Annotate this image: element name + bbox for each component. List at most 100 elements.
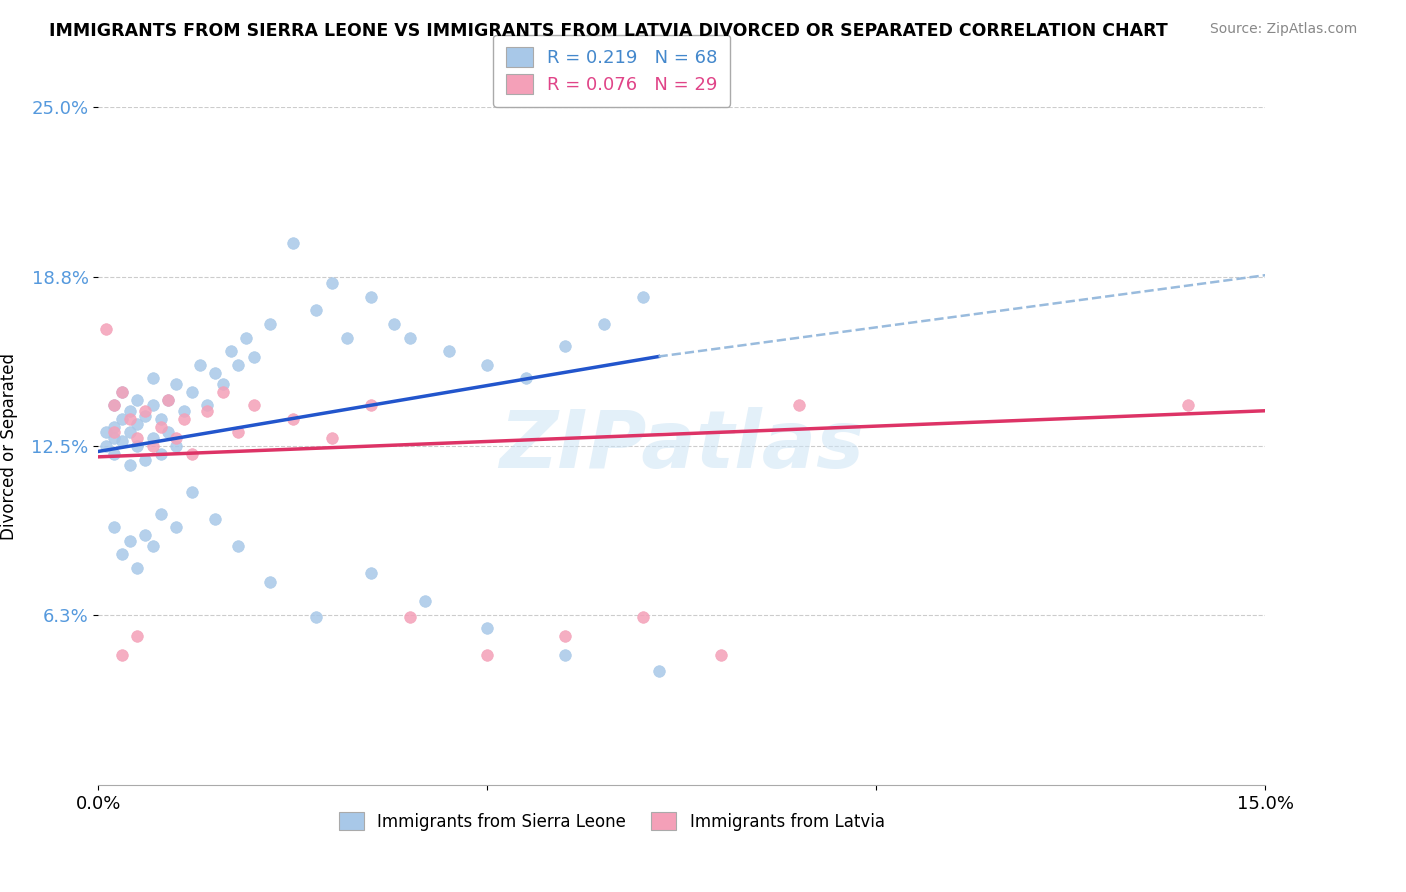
Point (149, 412, 172, 426)
Point (96, 322, 118, 336)
Text: IMMIGRANTS FROM SIERRA LEONE VS IMMIGRANTS FROM LATVIA DIVORCED OR SEPARATED COR: IMMIGRANTS FROM SIERRA LEONE VS IMMIGRAN… (49, 22, 1168, 40)
Point (149, 447, 172, 461)
Point (165, 431, 187, 445)
Point (180, 384, 202, 399)
Point (228, 425, 250, 440)
Point (142, 398, 165, 412)
Point (173, 412, 195, 426)
Point (103, 425, 125, 440)
Point (554, 629, 576, 643)
Point (787, 398, 810, 412)
Point (165, 376, 187, 391)
Point (321, 277, 343, 291)
Point (103, 520, 125, 534)
Point (173, 403, 195, 417)
Point (398, 330, 420, 344)
Point (165, 520, 187, 534)
Point (243, 398, 266, 412)
Point (204, 366, 226, 380)
Point (281, 412, 304, 426)
Point (360, 566, 382, 581)
Point (305, 303, 328, 318)
Point (134, 528, 156, 542)
Point (111, 384, 134, 399)
Point (305, 610, 328, 624)
Text: Source: ZipAtlas.com: Source: ZipAtlas.com (1209, 22, 1357, 37)
Point (149, 420, 172, 434)
Point (111, 434, 134, 448)
Point (127, 439, 149, 453)
Point (134, 452, 156, 467)
Point (437, 344, 460, 359)
Point (360, 398, 382, 412)
Point (259, 317, 281, 331)
Point (398, 610, 420, 624)
Point (142, 371, 165, 385)
Point (142, 539, 165, 553)
Text: ZIPatlas: ZIPatlas (499, 407, 865, 485)
Point (228, 539, 250, 553)
Point (259, 574, 281, 589)
Point (212, 376, 235, 391)
Point (111, 648, 134, 662)
Point (1177, 398, 1199, 412)
Point (157, 392, 180, 407)
Point (515, 371, 537, 385)
Point (631, 610, 654, 624)
Point (593, 317, 616, 331)
Point (118, 412, 141, 426)
Point (127, 392, 149, 407)
Point (710, 648, 733, 662)
Point (195, 398, 218, 412)
Point (157, 425, 180, 440)
Point (134, 403, 156, 417)
Point (413, 593, 436, 607)
Point (235, 330, 257, 344)
Point (118, 458, 141, 472)
Point (180, 485, 202, 500)
Point (96, 425, 118, 440)
Point (477, 358, 499, 372)
Point (142, 431, 165, 445)
Point (127, 629, 149, 643)
Point (103, 398, 125, 412)
Point (111, 384, 134, 399)
Point (127, 417, 149, 432)
Point (631, 290, 654, 304)
Point (228, 358, 250, 372)
Point (142, 439, 165, 453)
Point (188, 358, 211, 372)
Point (212, 384, 235, 399)
Legend: Immigrants from Sierra Leone, Immigrants from Latvia: Immigrants from Sierra Leone, Immigrants… (332, 805, 891, 838)
Point (204, 512, 226, 526)
Point (180, 447, 202, 461)
Point (336, 330, 359, 344)
Point (195, 403, 218, 417)
Point (165, 439, 187, 453)
Point (647, 664, 669, 678)
Point (134, 409, 156, 424)
Point (321, 431, 343, 445)
Point (219, 344, 242, 359)
Point (103, 420, 125, 434)
Point (127, 431, 149, 445)
Point (477, 648, 499, 662)
Point (103, 447, 125, 461)
Point (360, 290, 382, 304)
Point (103, 431, 125, 445)
Point (118, 533, 141, 548)
Point (111, 548, 134, 562)
Point (149, 507, 172, 521)
Point (96, 439, 118, 453)
Point (111, 412, 134, 426)
Y-axis label: Divorced or Separated: Divorced or Separated (0, 352, 17, 540)
Point (281, 235, 304, 250)
Point (554, 339, 576, 353)
Point (118, 425, 141, 440)
Point (477, 621, 499, 635)
Point (554, 648, 576, 662)
Point (127, 561, 149, 575)
Point (118, 403, 141, 417)
Point (157, 392, 180, 407)
Point (382, 317, 405, 331)
